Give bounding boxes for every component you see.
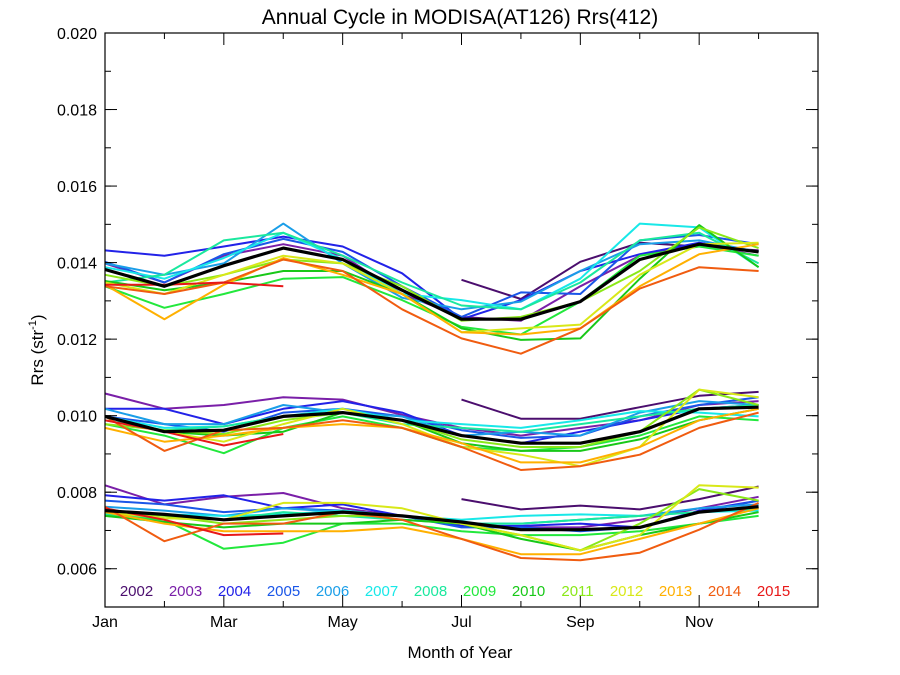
legend-entry-2006: 2006 [316,583,349,600]
legend-entry-2010: 2010 [512,583,545,600]
legend-entry-2013: 2013 [659,583,692,600]
series-line-2014-low [104,501,760,562]
series-line-2015-top [105,281,284,288]
x-tick-label: May [328,614,358,631]
series-line-2007-top [104,222,760,311]
series-line-2014-top [104,258,759,355]
mean-line-top [104,242,759,321]
legend-entry-2003: 2003 [169,583,202,600]
legend-entry-2014: 2014 [708,583,741,600]
axes-layer: 0.006 0.008 0.010 0.012 0.014 0.016 0.018 0.020… [57,26,819,631]
x-tick-label: Jan [92,614,118,631]
legend-entry-2011: 2011 [561,583,593,600]
x-tick-label: Sep [566,614,595,631]
y-tick-label: 0.010 [57,409,97,426]
y-axis-label-sup: -1 [27,320,39,330]
y-tick-label: 0.014 [57,256,97,273]
y-axis-label: Rrs (str-1) [27,314,47,385]
y-tick-label: 0.012 [57,332,97,349]
mean-line-mid [104,405,759,445]
series-line-2013-mid [104,407,759,464]
series-line-2009-low [104,514,759,550]
series-line-2014-mid [104,411,759,471]
series-line-2008-top [104,231,760,311]
x-axis-label: Month of Year [408,643,513,662]
chart-title: Annual Cycle in MODISA(AT126) Rrs(412) [262,6,658,29]
legend: 2002 2003 2004 2005 2006 2007 2008 2009 2010 2011… [120,583,790,600]
y-tick-label: 0.018 [57,103,97,120]
legend-entry-2002: 2002 [120,583,153,600]
y-tick-label: 0.006 [57,562,97,579]
mean-line-low [104,505,759,532]
y-tick-label: 0.016 [57,179,97,196]
series-line-2008-mid [104,404,759,433]
legend-entry-2005: 2005 [267,583,300,600]
x-tick-label: Jul [451,614,471,631]
y-axis-label-close: ) [28,314,47,320]
series-line-2013-top [104,243,759,336]
series-line-2002-low [461,485,759,511]
legend-entry-2008: 2008 [414,583,447,600]
legend-entry-2015: 2015 [757,583,790,600]
legend-entry-2007: 2007 [365,583,398,600]
y-tick-label: 0.020 [57,26,97,43]
series-line-2002-mid [461,390,759,420]
y-axis-label-main: Rrs (str [28,330,47,386]
series-line-2013-low [104,507,759,556]
y-tick-label: 0.008 [57,485,97,502]
legend-entry-2004: 2004 [218,583,251,600]
legend-entry-2012: 2012 [610,583,643,600]
series-line-2015-mid [104,419,284,447]
mean-layer [104,242,759,532]
legend-entry-2009: 2009 [463,583,496,600]
x-tick-label: Mar [210,614,238,631]
x-tick-label: Nov [685,614,713,631]
